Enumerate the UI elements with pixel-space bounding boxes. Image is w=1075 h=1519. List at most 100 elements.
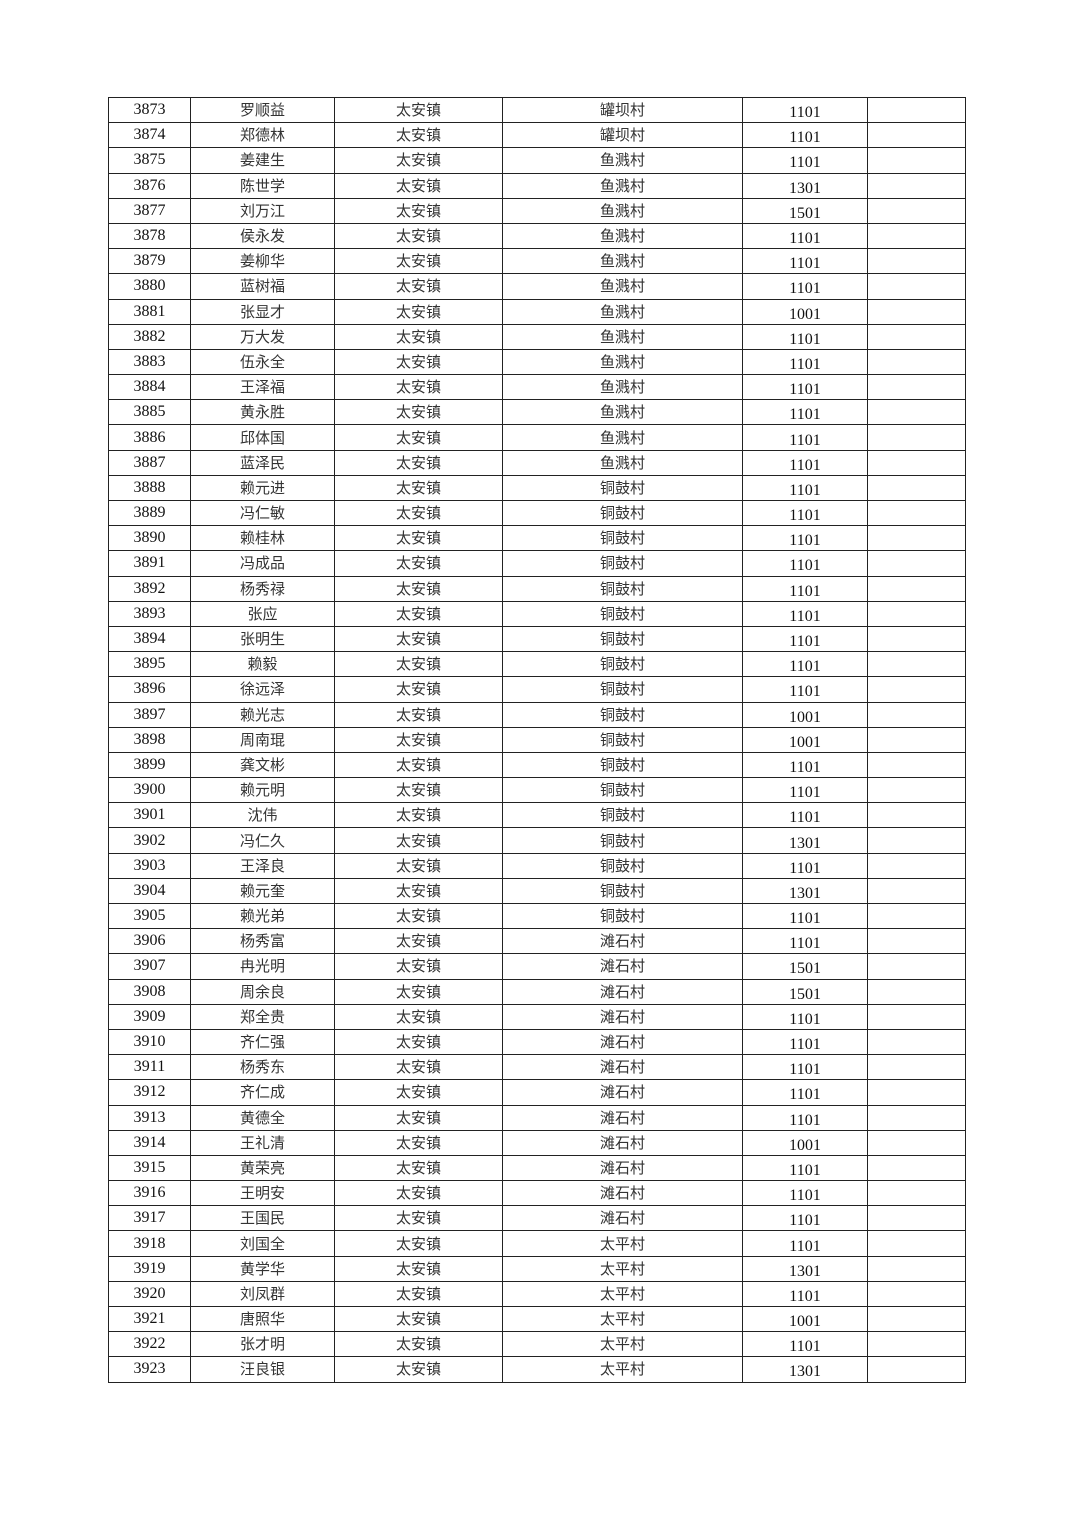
row-number-cell: 3921 — [108, 1305, 191, 1333]
row-number-cell: 3919 — [108, 1255, 191, 1282]
table-row: 3923 汪良银 太安镇 太平村 1301 — [108, 1356, 966, 1383]
village-cell: 太平村 — [502, 1255, 743, 1282]
village-cell: 铜鼓村 — [502, 802, 743, 829]
name-cell: 蓝树福 — [190, 273, 335, 300]
row-number-cell: 3877 — [108, 197, 191, 224]
row-number-cell: 3888 — [108, 474, 191, 502]
name-cell: 赖元明 — [190, 777, 335, 804]
note-cell — [867, 96, 966, 124]
village-cell: 滩石村 — [502, 1180, 743, 1207]
row-number-cell: 3923 — [108, 1356, 191, 1383]
name-cell: 杨秀禄 — [190, 575, 335, 602]
village-cell: 铜鼓村 — [502, 575, 743, 602]
note-cell — [867, 1003, 966, 1030]
village-cell: 太平村 — [502, 1230, 743, 1257]
town-cell: 太安镇 — [334, 222, 503, 250]
village-cell: 铜鼓村 — [502, 525, 743, 552]
village-cell: 滩石村 — [502, 1154, 743, 1182]
row-number-cell: 3895 — [108, 651, 191, 678]
row-number-cell: 3917 — [108, 1205, 191, 1232]
name-cell: 张才明 — [190, 1331, 335, 1358]
town-cell: 太安镇 — [334, 852, 503, 879]
village-cell: 铜鼓村 — [502, 852, 743, 879]
table-row: 3883 伍永全 太安镇 鱼溅村 1101 — [108, 348, 966, 376]
name-cell: 万大发 — [190, 323, 335, 350]
table-row: 3884 王泽福 太安镇 鱼溅村 1101 — [108, 374, 966, 401]
town-cell: 太安镇 — [334, 902, 503, 930]
code-cell: 1101 — [742, 248, 868, 275]
village-cell: 罐坝村 — [502, 122, 743, 149]
town-cell: 太安镇 — [334, 928, 503, 955]
village-cell: 铜鼓村 — [502, 827, 743, 854]
code-cell: 1101 — [742, 1280, 868, 1308]
code-cell: 1001 — [742, 298, 868, 325]
note-cell — [867, 928, 966, 955]
code-cell: 1301 — [742, 1356, 868, 1383]
table-row: 3910 齐仁强 太安镇 滩石村 1101 — [108, 1028, 966, 1056]
town-cell: 太安镇 — [334, 96, 503, 124]
town-cell: 太安镇 — [334, 122, 503, 149]
village-cell: 鱼溅村 — [502, 222, 743, 250]
code-cell: 1101 — [742, 474, 868, 502]
table-row: 3920 刘凤群 太安镇 太平村 1101 — [108, 1280, 966, 1308]
code-cell: 1001 — [742, 1129, 868, 1156]
name-cell: 周南琨 — [190, 726, 335, 753]
village-cell: 铜鼓村 — [502, 777, 743, 804]
note-cell — [867, 1180, 966, 1207]
name-cell: 侯永发 — [190, 222, 335, 250]
town-cell: 太安镇 — [334, 978, 503, 1005]
table-row: 3892 杨秀禄 太安镇 铜鼓村 1101 — [108, 575, 966, 602]
village-cell: 鱼溅村 — [502, 323, 743, 350]
town-cell: 太安镇 — [334, 877, 503, 905]
table-row: 3917 王国民 太安镇 滩石村 1101 — [108, 1205, 966, 1232]
name-cell: 汪良银 — [190, 1356, 335, 1383]
table-row: 3904 赖元奎 太安镇 铜鼓村 1301 — [108, 877, 966, 905]
town-cell: 太安镇 — [334, 1305, 503, 1333]
note-cell — [867, 877, 966, 905]
table-row: 3919 黄学华 太安镇 太平村 1301 — [108, 1255, 966, 1282]
town-cell: 太安镇 — [334, 953, 503, 980]
note-cell — [867, 1129, 966, 1156]
row-number-cell: 3911 — [108, 1054, 191, 1081]
village-cell: 铜鼓村 — [502, 625, 743, 653]
table-row: 3907 冉光明 太安镇 滩石村 1501 — [108, 953, 966, 980]
town-cell: 太安镇 — [334, 499, 503, 527]
note-cell — [867, 802, 966, 829]
village-cell: 滩石村 — [502, 1205, 743, 1232]
table-row: 3882 万大发 太安镇 鱼溅村 1101 — [108, 323, 966, 350]
code-cell: 1301 — [742, 1255, 868, 1282]
row-number-cell: 3891 — [108, 550, 191, 577]
town-cell: 太安镇 — [334, 248, 503, 275]
table-row: 3906 杨秀富 太安镇 滩石村 1101 — [108, 928, 966, 955]
table-row: 3876 陈世学 太安镇 鱼溅村 1301 — [108, 172, 966, 199]
row-number-cell: 3909 — [108, 1003, 191, 1030]
code-cell: 1101 — [742, 147, 868, 174]
name-cell: 王明安 — [190, 1180, 335, 1207]
village-cell: 铜鼓村 — [502, 726, 743, 753]
code-cell: 1001 — [742, 726, 868, 753]
town-cell: 太安镇 — [334, 550, 503, 577]
table-row: 3905 赖光弟 太安镇 铜鼓村 1101 — [108, 902, 966, 930]
name-cell: 冯仁久 — [190, 827, 335, 854]
code-cell: 1101 — [742, 1331, 868, 1358]
note-cell — [867, 777, 966, 804]
row-number-cell: 3879 — [108, 248, 191, 275]
note-cell — [867, 374, 966, 401]
code-cell: 1301 — [742, 827, 868, 854]
town-cell: 太安镇 — [334, 1028, 503, 1056]
row-number-cell: 3890 — [108, 525, 191, 552]
table-row: 3887 蓝泽民 太安镇 鱼溅村 1101 — [108, 449, 966, 476]
village-cell: 太平村 — [502, 1305, 743, 1333]
code-cell: 1501 — [742, 953, 868, 980]
row-number-cell: 3892 — [108, 575, 191, 602]
town-cell: 太安镇 — [334, 777, 503, 804]
name-cell: 陈世学 — [190, 172, 335, 199]
table-row: 3891 冯成品 太安镇 铜鼓村 1101 — [108, 550, 966, 577]
note-cell — [867, 953, 966, 980]
town-cell: 太安镇 — [334, 147, 503, 174]
table-row: 3908 周余良 太安镇 滩石村 1501 — [108, 978, 966, 1005]
note-cell — [867, 1028, 966, 1056]
name-cell: 齐仁成 — [190, 1079, 335, 1106]
village-cell: 滩石村 — [502, 1028, 743, 1056]
table-row: 3878 侯永发 太安镇 鱼溅村 1101 — [108, 222, 966, 250]
